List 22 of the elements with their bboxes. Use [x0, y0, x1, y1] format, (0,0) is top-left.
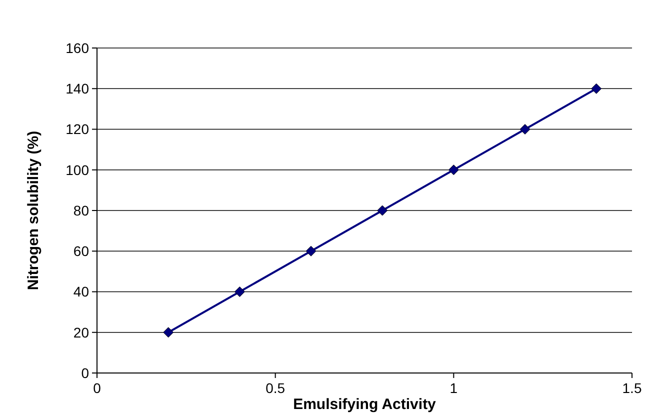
- x-tick-label: 0: [93, 380, 102, 396]
- y-tick-label: 40: [73, 284, 90, 300]
- y-tick-label: 0: [81, 364, 90, 381]
- x-tick-label: 0.5: [266, 380, 286, 396]
- x-axis-title: Emulsifying Activity: [293, 396, 437, 413]
- y-axis-title: Nitrogen solubility (%): [25, 130, 42, 290]
- point: [448, 164, 459, 176]
- y-tick-label: 140: [66, 80, 90, 97]
- point: [520, 124, 530, 134]
- point: [163, 327, 174, 338]
- x-tick-label: 1: [450, 380, 458, 396]
- y-tick-label: 60: [73, 243, 90, 260]
- point: [377, 205, 388, 216]
- x-tick-label: 1.5: [622, 380, 642, 396]
- y-tick-label: 20: [73, 324, 90, 340]
- point: [234, 286, 245, 297]
- y-tick-label: 100: [66, 162, 90, 178]
- point: [306, 246, 316, 256]
- point: [591, 83, 602, 94]
- y-tick-label: 80: [73, 202, 90, 218]
- y-tick-label: 160: [66, 40, 90, 56]
- y-tick-label: 120: [66, 121, 90, 138]
